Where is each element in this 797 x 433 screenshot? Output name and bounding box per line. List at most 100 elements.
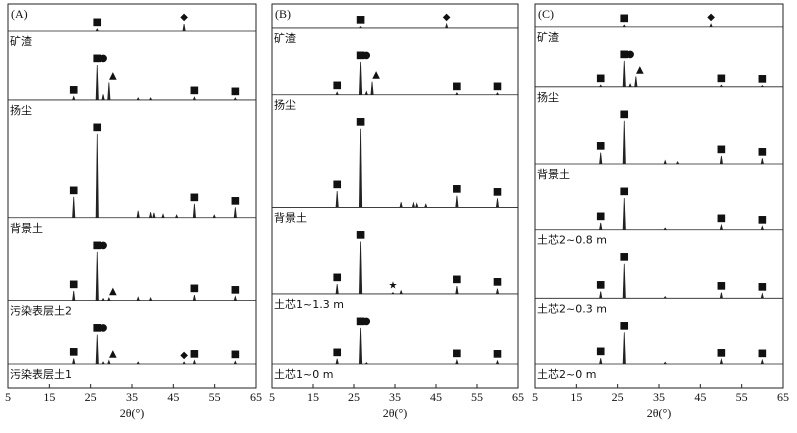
peak-marker: ■	[758, 348, 767, 359]
peak	[445, 22, 449, 29]
peak-marker: ■	[93, 122, 102, 133]
peak	[107, 359, 111, 365]
peak-marker: ■	[452, 184, 461, 195]
peak-marker: ■	[620, 49, 629, 60]
peak	[622, 332, 626, 365]
x-tick-label: 5	[532, 390, 538, 404]
peak-marker: ■	[93, 323, 102, 334]
peak	[719, 223, 723, 230]
peak	[101, 94, 105, 100]
peak	[152, 212, 156, 218]
peak-marker: ■	[717, 347, 726, 358]
peak-marker: ■	[356, 117, 365, 128]
peak	[192, 294, 196, 301]
peak	[364, 90, 368, 95]
peak	[622, 198, 626, 230]
peak-marker: ■	[596, 346, 605, 357]
peak	[136, 210, 140, 218]
peak	[663, 295, 667, 299]
peak	[233, 295, 237, 301]
peak-marker: ■	[758, 74, 767, 85]
peak	[455, 195, 459, 208]
x-axis-label: 2θ(°)	[383, 406, 408, 420]
peak	[233, 360, 237, 365]
trace-label: 土芯2~0.8 m	[537, 233, 607, 247]
peak-marker: ●	[362, 50, 371, 61]
peak-marker: ■	[190, 349, 199, 360]
peak	[95, 251, 99, 301]
trace-label: 污染表层土1	[10, 367, 72, 381]
x-tick-label: 5	[269, 390, 275, 404]
peak	[663, 227, 667, 230]
peak	[599, 358, 603, 365]
peak	[364, 362, 368, 365]
peak	[399, 289, 403, 295]
peak	[233, 207, 237, 218]
peak	[399, 202, 403, 208]
peak-marker: ■	[620, 186, 629, 197]
x-tick-label: 5	[5, 390, 11, 404]
peak-marker: ◆	[180, 12, 188, 23]
peak-marker: ■	[190, 85, 199, 96]
peak-marker: ■	[717, 213, 726, 224]
peak-marker: ■	[493, 277, 502, 288]
peak-marker: ▲	[109, 286, 117, 297]
panel-label: (B)	[275, 7, 291, 21]
peak-marker: ●	[362, 316, 371, 327]
peak	[182, 361, 186, 365]
peak-marker: ■	[596, 141, 605, 152]
peak-marker: ◆	[443, 12, 451, 23]
peak-marker: ▲	[636, 64, 644, 75]
peak	[359, 128, 363, 208]
peak-marker: ■	[758, 146, 767, 157]
peak	[95, 28, 99, 32]
peak-marker: ■	[596, 211, 605, 222]
x-tick-label: 25	[85, 390, 97, 404]
peak	[136, 361, 140, 365]
peak-marker: ▲	[372, 70, 380, 81]
peak-marker: ■	[332, 80, 341, 91]
peak-marker: ■	[758, 214, 767, 225]
peak-marker: ■	[596, 279, 605, 290]
peak	[455, 285, 459, 294]
peak	[760, 85, 764, 88]
peak-marker: ■	[69, 185, 78, 196]
peak-marker: ■	[717, 144, 726, 155]
trace-label: 矿渣	[274, 31, 296, 45]
peak-marker: ■	[332, 272, 341, 283]
x-tick-label: 15	[43, 390, 55, 404]
peak-marker: ◆	[707, 12, 715, 23]
x-tick-label: 55	[736, 390, 748, 404]
peak	[599, 222, 603, 230]
peak-marker: ●	[99, 53, 108, 64]
peak	[622, 24, 626, 28]
peak	[192, 203, 196, 218]
peak-marker: ■	[69, 346, 78, 357]
trace-label: 矿渣	[537, 30, 559, 44]
peak-marker: ■	[231, 349, 240, 360]
peak	[149, 212, 153, 218]
peak	[136, 97, 140, 101]
peak-marker: ▲	[109, 70, 117, 81]
peak	[411, 201, 415, 208]
peak-marker: ■	[452, 81, 461, 92]
peak	[719, 358, 723, 365]
peak-marker: ■	[231, 86, 240, 97]
peak	[95, 64, 99, 100]
panel-frame	[7, 3, 257, 389]
peak-marker: ■	[231, 284, 240, 295]
peak	[101, 361, 105, 365]
peak-marker: ■	[69, 279, 78, 290]
peak-marker: ■	[93, 53, 102, 64]
peak-marker: ■	[620, 252, 629, 263]
peak	[455, 358, 459, 365]
peak-marker: ■	[190, 283, 199, 294]
panel-label: (A)	[11, 7, 28, 21]
trace-label: 矿渣	[10, 34, 32, 48]
peak-marker: ■	[596, 73, 605, 84]
x-tick-label: 25	[612, 390, 624, 404]
x-tick-label: 25	[348, 390, 360, 404]
peak	[719, 292, 723, 299]
peak-marker: ■	[190, 192, 199, 203]
